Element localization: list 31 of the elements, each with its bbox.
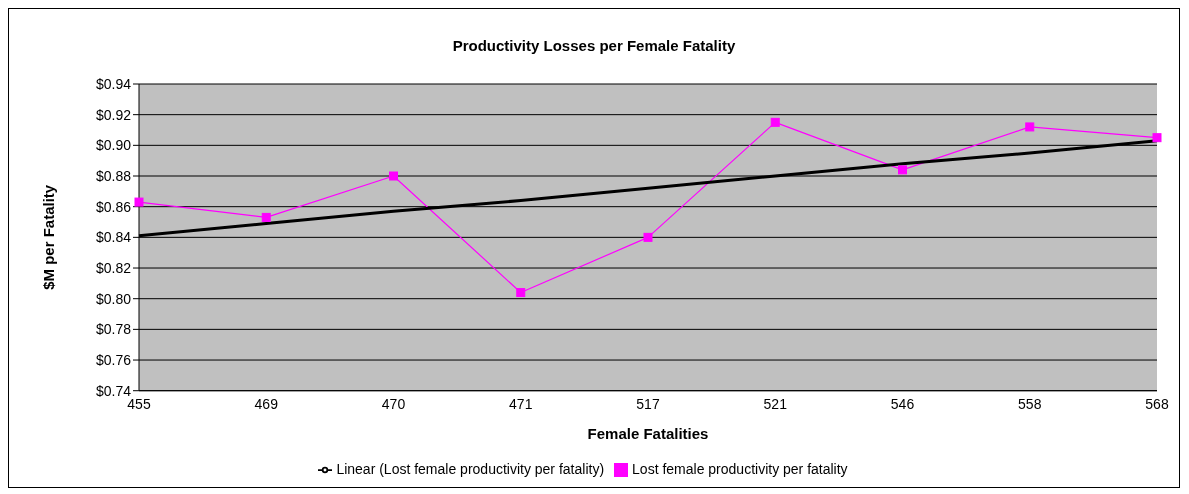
point [770,117,780,127]
point [1152,133,1162,143]
point [261,212,271,222]
x-tick-label: 471 [509,395,533,412]
y-tick-label: $0.80 [95,290,132,307]
point [643,232,653,242]
y-tick-label: $0.90 [95,137,132,154]
legend-label: Lost female productivity per fatality [632,460,848,477]
y-axis-title: $M per Fatality [40,184,58,290]
legend-label: Linear (Lost female productivity per fatality) [336,460,605,477]
x-tick-label: 470 [381,395,406,412]
y-tick-label: $0.88 [95,167,132,184]
point [516,288,526,298]
x-axis-title: Female Fatalities [587,424,709,442]
point [898,165,907,175]
x-tick-label: 568 [1145,395,1169,412]
y-tick-label: $0.94 [95,75,132,92]
x-tick-label: 521 [763,395,788,412]
chart-title: Productivity Losses per Female Fatality [451,37,737,54]
point [1025,122,1035,132]
point [389,171,398,181]
y-tick-label: $0.92 [95,106,132,123]
x-tick-label: 469 [254,395,279,412]
x-tick-label: 517 [636,395,660,412]
y-tick-label: $0.82 [95,259,132,276]
y-tick-label: $0.86 [95,198,132,215]
x-tick-label: 546 [890,395,915,412]
y-tick-label: $0.78 [95,321,132,338]
y-tick-label: $0.76 [95,352,132,368]
x-tick-label: 558 [1018,395,1042,412]
y-tick-label: $0.84 [95,229,132,246]
